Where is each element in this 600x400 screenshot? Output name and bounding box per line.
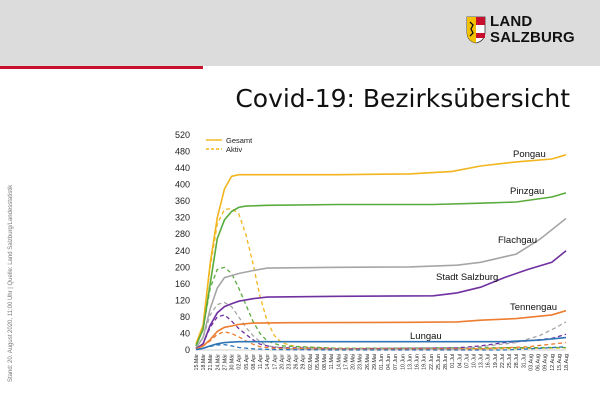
- x-tick-label: 07.Jul: [464, 354, 470, 368]
- y-tick-label: 480: [175, 147, 190, 157]
- x-tick-label: 28.Jul: [514, 354, 520, 368]
- x-tick-label: 02.Mai: [308, 354, 314, 370]
- plot-area: [195, 154, 567, 351]
- pongau-active-line: [195, 207, 567, 350]
- x-tick-label: 04.Jul: [457, 354, 463, 368]
- district-chart: 0 40 80 120 160 200 240 280 320 360 400 440 480 520 1…: [175, 130, 570, 371]
- x-tick-label: 12.Aug: [550, 354, 556, 371]
- y-tick-label: 520: [175, 130, 190, 140]
- legend-label-gesamt: Gesamt: [226, 136, 253, 145]
- series-label-pinzgau: Pinzgau: [510, 186, 544, 197]
- stadt-salzburg-active-line: [195, 314, 567, 350]
- y-tick-label: 440: [175, 163, 190, 173]
- header-band: [0, 0, 600, 66]
- series-label-pongau: Pongau: [513, 149, 546, 160]
- x-tick-label: 13.Jul: [479, 354, 485, 368]
- x-tick-label: 09.Aug: [543, 354, 549, 371]
- pinzgau-active-line: [195, 266, 567, 349]
- crest-icon: [466, 16, 486, 44]
- logo-text: LAND SALZBURG: [490, 14, 575, 46]
- x-tick-label: 05.Mai: [315, 354, 321, 370]
- x-tick-label: 14.Mai: [336, 354, 342, 370]
- x-tick-label: 29.Mai: [372, 354, 378, 370]
- y-tick-label: 280: [175, 229, 190, 239]
- logo-line-1: LAND: [490, 13, 533, 30]
- x-tick-label: 01.Jun: [379, 354, 385, 370]
- accent-line: [0, 66, 203, 69]
- x-tick-label: 07.Jun: [393, 354, 399, 370]
- flachgau-total-line: [195, 217, 567, 349]
- y-tick-label: 360: [175, 196, 190, 206]
- lungau-total-line: [195, 336, 567, 351]
- series-label-flachgau: Flachgau: [498, 235, 537, 246]
- x-tick-label: 26.Mai: [365, 354, 371, 370]
- series-label-stadt-salzburg: Stadt Salzburg: [436, 272, 498, 283]
- y-tick-label: 0: [185, 345, 190, 355]
- x-tick-label: 29.Apr: [301, 354, 307, 370]
- x-tick-label: 25.Jul: [507, 354, 513, 368]
- x-tick-label: 10.Jul: [472, 354, 478, 368]
- tennengau-total-line: [195, 309, 567, 350]
- x-tick-label: 13.Jun: [407, 354, 413, 370]
- x-tick-label: 08.Apr: [251, 354, 257, 370]
- y-tick-label: 240: [175, 246, 190, 256]
- x-tick-label: 18.Aug: [564, 354, 570, 371]
- x-tick-label: 14.Apr: [265, 354, 271, 370]
- x-tick-label: 04.Jun: [386, 354, 392, 370]
- x-tick-label: 21.Mär: [208, 354, 214, 371]
- land-salzburg-logo[interactable]: LAND SALZBURG: [466, 14, 576, 54]
- x-tick-label: 26.Apr: [294, 354, 300, 370]
- x-tick-label: 16.Jul: [486, 354, 492, 368]
- x-tick-label: 24.Mär: [215, 354, 221, 371]
- x-tick-label: 17.Apr: [272, 354, 278, 370]
- x-tick-label: 15.Aug: [557, 354, 563, 371]
- pongau-total-line: [195, 154, 567, 345]
- x-tick-label: 23.Apr: [287, 354, 293, 370]
- stadt-salzburg-total-line: [195, 250, 567, 350]
- pinzgau-total-line: [195, 192, 567, 347]
- x-tick-label: 08.Mai: [322, 354, 328, 370]
- x-tick-label: 11.Mai: [329, 354, 335, 370]
- x-tick-label: 18.Mär: [201, 354, 207, 371]
- x-tick-label: 20.Apr: [279, 354, 285, 370]
- y-tick-label: 400: [175, 180, 190, 190]
- x-tick-label: 10.Jun: [400, 354, 406, 370]
- x-tick-label: 11.Apr: [258, 354, 264, 369]
- x-tick-label: 05.Apr: [244, 354, 250, 370]
- x-tick-label: 28.Jun: [443, 354, 449, 370]
- page-title: Covid-19: Bezirksübersicht: [235, 84, 570, 113]
- x-tick-label: 23.Mai: [358, 354, 364, 370]
- x-tick-label: 01.Jul: [450, 354, 456, 368]
- x-tick-label: 30.Mär: [230, 354, 236, 371]
- y-tick-label: 160: [175, 279, 190, 289]
- x-tick-label: 19.Jul: [493, 354, 499, 368]
- source-note: Stand: 20. August 2020, 11:00 Uhr | Quel…: [8, 184, 14, 382]
- series-label-lungau: Lungau: [410, 331, 442, 342]
- series-labels: Pongau Pinzgau Flachgau Stadt Salzburg Tenne…: [410, 149, 557, 342]
- x-tick-label: 27.Mär: [222, 354, 228, 371]
- x-tick-label: 15.Mär: [194, 354, 200, 371]
- x-tick-label: 19.Jun: [422, 354, 428, 370]
- x-axis: 15.Mär 18.Mär 21.Mär 24.Mär 27.Mär 30.Mär 02.A…: [194, 354, 570, 371]
- x-tick-label: 16.Jun: [415, 354, 421, 370]
- x-tick-label: 25.Jun: [436, 354, 442, 370]
- y-tick-label: 40: [180, 328, 190, 338]
- legend-label-aktiv: Aktiv: [226, 145, 243, 154]
- x-tick-label: 20.Mai: [351, 354, 357, 370]
- series-label-tennengau: Tennengau: [510, 302, 557, 313]
- y-tick-label: 200: [175, 262, 190, 272]
- x-tick-label: 22.Jun: [429, 354, 435, 370]
- x-tick-label: 22.Jul: [500, 354, 506, 368]
- y-tick-label: 80: [180, 312, 190, 322]
- x-tick-label: 02.Apr: [237, 354, 243, 370]
- x-tick-label: 03.Aug: [528, 354, 534, 371]
- x-tick-label: 31.Jul: [521, 354, 527, 368]
- logo-line-2: SALZBURG: [490, 29, 575, 46]
- y-tick-label: 120: [175, 295, 190, 305]
- y-tick-label: 320: [175, 213, 190, 223]
- x-tick-label: 17.Mai: [343, 354, 349, 370]
- x-tick-label: 06.Aug: [536, 354, 542, 371]
